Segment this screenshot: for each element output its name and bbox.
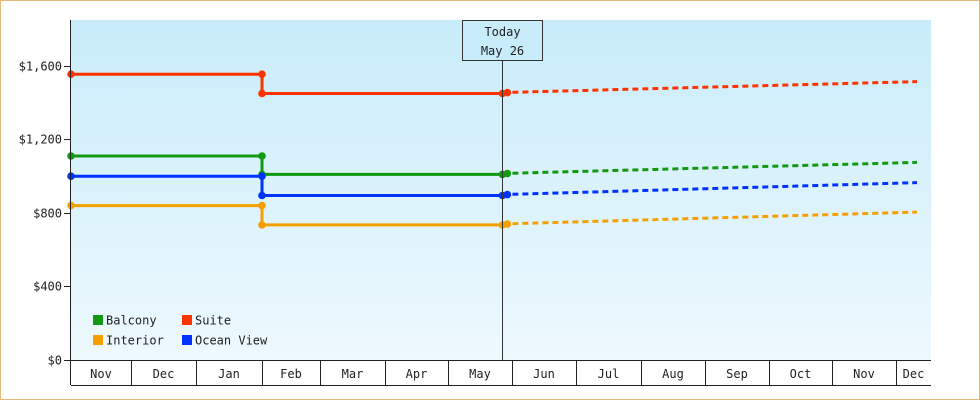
y-tick-label-0: $0 xyxy=(48,354,62,368)
legend-label-ocean-view: Ocean View xyxy=(195,334,268,348)
forecast-line-interior xyxy=(502,210,918,226)
y-tick-label-1600: $1,600 xyxy=(19,60,62,74)
legend-label-suite: Suite xyxy=(195,314,231,328)
data-point-balcony-forecast-start xyxy=(503,169,512,178)
month-label-1: Dec xyxy=(153,367,175,381)
series-line-ocean-view xyxy=(71,174,503,197)
month-label-12: Nov xyxy=(853,367,875,381)
data-point-interior-2 xyxy=(258,221,266,229)
legend-swatch-balcony xyxy=(93,315,103,325)
series-line-suite xyxy=(71,72,503,95)
month-label-6: May xyxy=(469,367,491,381)
data-point-balcony-1 xyxy=(258,152,266,160)
data-point-suite-2 xyxy=(258,89,266,98)
legend-label-interior: Interior xyxy=(106,334,164,348)
legend-label-balcony: Balcony xyxy=(106,314,157,328)
y-tick-label-1200: $1,200 xyxy=(19,133,62,147)
legend-swatch-suite xyxy=(182,315,192,325)
month-label-2: Jan xyxy=(218,367,240,381)
forecast-line-ocean-view xyxy=(502,181,918,197)
month-label-11: Oct xyxy=(790,367,812,381)
month-label-4: Mar xyxy=(342,367,364,381)
data-point-interior-1 xyxy=(258,201,266,210)
month-label-10: Sep xyxy=(726,367,748,381)
series-line-balcony xyxy=(71,154,503,176)
data-point-ocean-view-1 xyxy=(258,172,266,180)
y-tick-label-400: $400 xyxy=(33,280,62,294)
series-line-interior xyxy=(71,204,503,227)
plot-background xyxy=(71,20,931,360)
legend-swatch-ocean-view xyxy=(182,335,192,345)
data-point-ocean-view-2 xyxy=(258,191,266,200)
data-point-suite-forecast-start xyxy=(503,88,512,97)
today-date: May 26 xyxy=(481,44,524,58)
forecast-line-balcony xyxy=(502,160,918,175)
data-point-interior-forecast-start xyxy=(503,220,512,228)
today-box xyxy=(462,20,543,61)
legend-swatch-interior xyxy=(93,335,103,345)
month-label-13: Dec xyxy=(903,367,925,381)
forecast-line-suite xyxy=(502,80,918,95)
month-label-8: Jul xyxy=(598,367,620,381)
month-label-5: Apr xyxy=(406,367,428,381)
month-label-9: Aug xyxy=(662,367,684,381)
today-label: Today xyxy=(484,25,520,39)
month-label-3: Feb xyxy=(280,367,302,381)
month-label-0: Nov xyxy=(90,367,112,381)
data-point-ocean-view-forecast-start xyxy=(503,190,512,199)
y-tick-label-800: $800 xyxy=(33,207,62,221)
data-point-suite-1 xyxy=(258,70,266,78)
month-label-7: Jun xyxy=(533,367,555,381)
